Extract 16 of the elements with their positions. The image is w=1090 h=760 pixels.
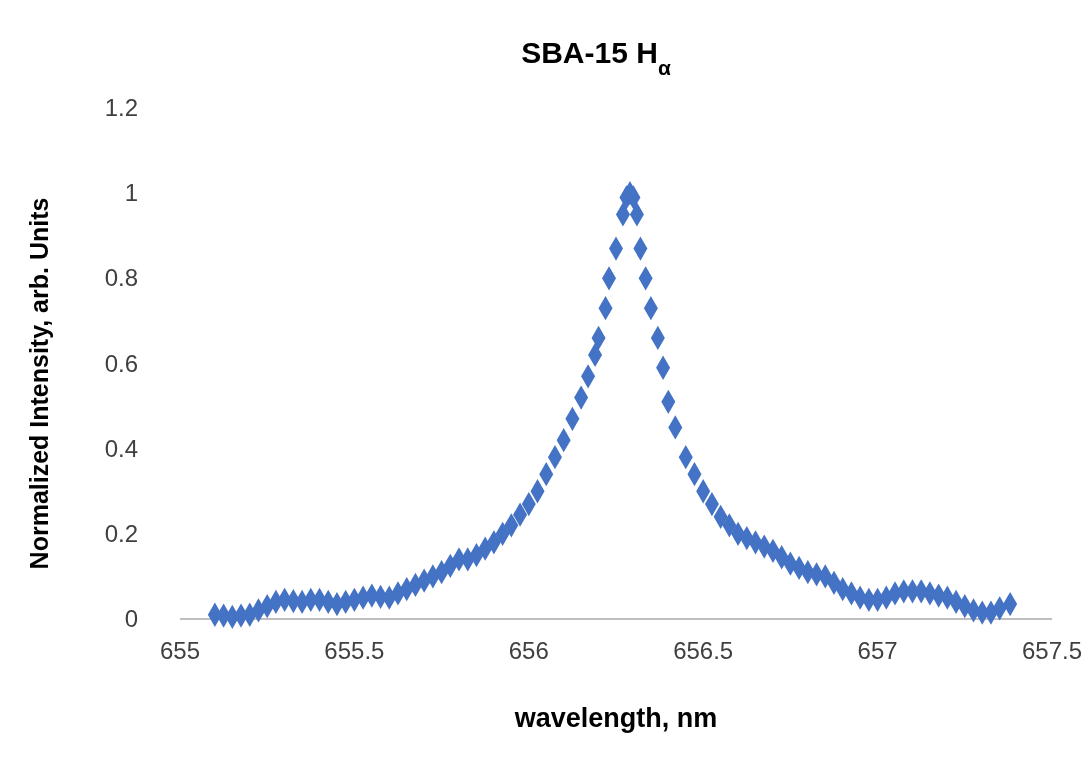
- x-axis-title: wavelength, nm: [513, 703, 718, 733]
- y-tick-label: 0.4: [104, 434, 138, 462]
- y-tick-label: 0: [124, 605, 138, 632]
- y-tick-label: 0.6: [104, 349, 138, 377]
- x-tick-label: 657: [857, 637, 898, 664]
- y-tick-label: 1: [124, 179, 138, 207]
- y-tick-label: 1.2: [104, 94, 138, 121]
- y-axis-title: Normalized Intensity, arb. Units: [25, 197, 53, 570]
- x-tick-label: 656.5: [673, 637, 734, 664]
- x-tick-label: 657.5: [1021, 637, 1083, 664]
- y-tick-label: 0.2: [104, 519, 138, 547]
- chart-title: SBA-15 H$_{α}$: [521, 36, 671, 79]
- x-tick-label: 656: [508, 637, 549, 664]
- x-tick-label: 655: [159, 637, 201, 664]
- y-tick-label: 0.8: [104, 264, 138, 292]
- x-tick-label: 655.5: [324, 637, 385, 664]
